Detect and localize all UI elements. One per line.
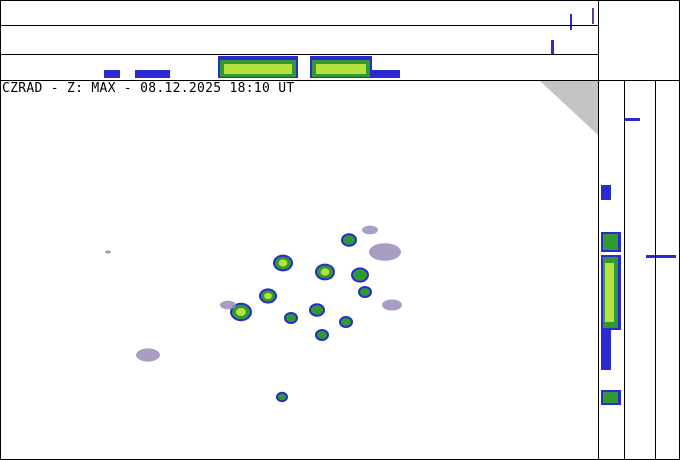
radar-echo-weak-5 xyxy=(105,250,111,254)
side-profile-segment xyxy=(601,255,621,330)
profile-low xyxy=(135,70,170,78)
divider xyxy=(0,0,598,1)
echo-mid xyxy=(317,331,327,339)
side-profile-layer xyxy=(601,185,621,405)
echo-high xyxy=(320,268,330,276)
echo-weak xyxy=(136,348,160,362)
side-echo-marker xyxy=(646,255,676,258)
top-profile-segment xyxy=(372,70,400,78)
echo-mid xyxy=(343,235,355,245)
radar-echo-weak-4 xyxy=(362,225,378,235)
echo-high xyxy=(264,292,272,300)
no-coverage-area xyxy=(540,81,598,135)
echo-weak xyxy=(362,225,378,235)
side-profile-segment xyxy=(601,232,621,252)
top-profile-segment xyxy=(104,70,120,78)
top-profile-segment xyxy=(135,70,170,78)
echo-weak xyxy=(220,300,236,310)
echo-layer xyxy=(105,225,402,403)
profile-high xyxy=(605,263,614,322)
radar-echo-weak-1 xyxy=(369,243,401,261)
echo-mid xyxy=(278,393,286,401)
echo-mid xyxy=(353,269,367,281)
radar-echo-cell-7 xyxy=(309,303,325,317)
divider xyxy=(598,0,599,460)
radar-echo-cell-5 xyxy=(259,288,277,304)
echo-mid xyxy=(341,318,351,326)
radar-echo-cell-6 xyxy=(284,312,298,324)
radar-echo-cell-12 xyxy=(315,329,329,341)
profile-low xyxy=(601,330,611,370)
profile-mid xyxy=(603,234,618,250)
profile-mid xyxy=(603,392,618,403)
radar-echo-cell-9 xyxy=(276,391,288,403)
profile-high xyxy=(316,64,366,74)
divider xyxy=(0,80,680,81)
top-echo-marker xyxy=(570,14,572,30)
side-profile-segment xyxy=(601,330,611,370)
echo-mid xyxy=(360,288,370,296)
radar-echo-cell-11 xyxy=(358,286,372,298)
top-echo-marker xyxy=(551,40,554,54)
radar-echo-cell-4 xyxy=(230,302,252,322)
top-profile-segment xyxy=(310,56,372,78)
divider xyxy=(0,54,598,55)
profile-high xyxy=(224,64,292,74)
echo-mid xyxy=(311,305,323,315)
echo-weak xyxy=(105,250,111,254)
top-echo-marker xyxy=(592,8,594,24)
profile-low xyxy=(104,70,120,78)
radar-echo-weak-6 xyxy=(220,300,236,310)
radar-echo-cell-3 xyxy=(341,233,357,247)
profile-low xyxy=(372,70,400,78)
top-profile-layer xyxy=(104,56,400,78)
echo-high xyxy=(236,307,246,317)
echo-weak xyxy=(382,299,402,311)
side-profile-segment xyxy=(601,390,621,405)
echo-mid xyxy=(286,314,296,322)
divider xyxy=(0,0,1,460)
echo-weak xyxy=(369,243,401,261)
radar-echo-weak-3 xyxy=(382,299,402,311)
side-echo-marker xyxy=(624,118,640,121)
top-profile-segment xyxy=(218,56,298,78)
profile-low xyxy=(601,185,611,200)
divider xyxy=(655,80,656,460)
radar-echo-cell-10 xyxy=(351,267,369,283)
echo-high xyxy=(278,259,288,267)
radar-echo-cell-8 xyxy=(339,316,353,328)
side-profile-segment xyxy=(601,185,611,200)
divider xyxy=(624,80,625,460)
divider xyxy=(598,0,680,1)
radar-echo-weak-2 xyxy=(136,348,160,362)
radar-echo-cell-1 xyxy=(273,254,293,272)
divider xyxy=(0,25,598,26)
product-title: CZRAD - Z: MAX - 08.12.2025 18:10 UT xyxy=(2,81,295,96)
radar-echo-cell-2 xyxy=(315,263,335,281)
